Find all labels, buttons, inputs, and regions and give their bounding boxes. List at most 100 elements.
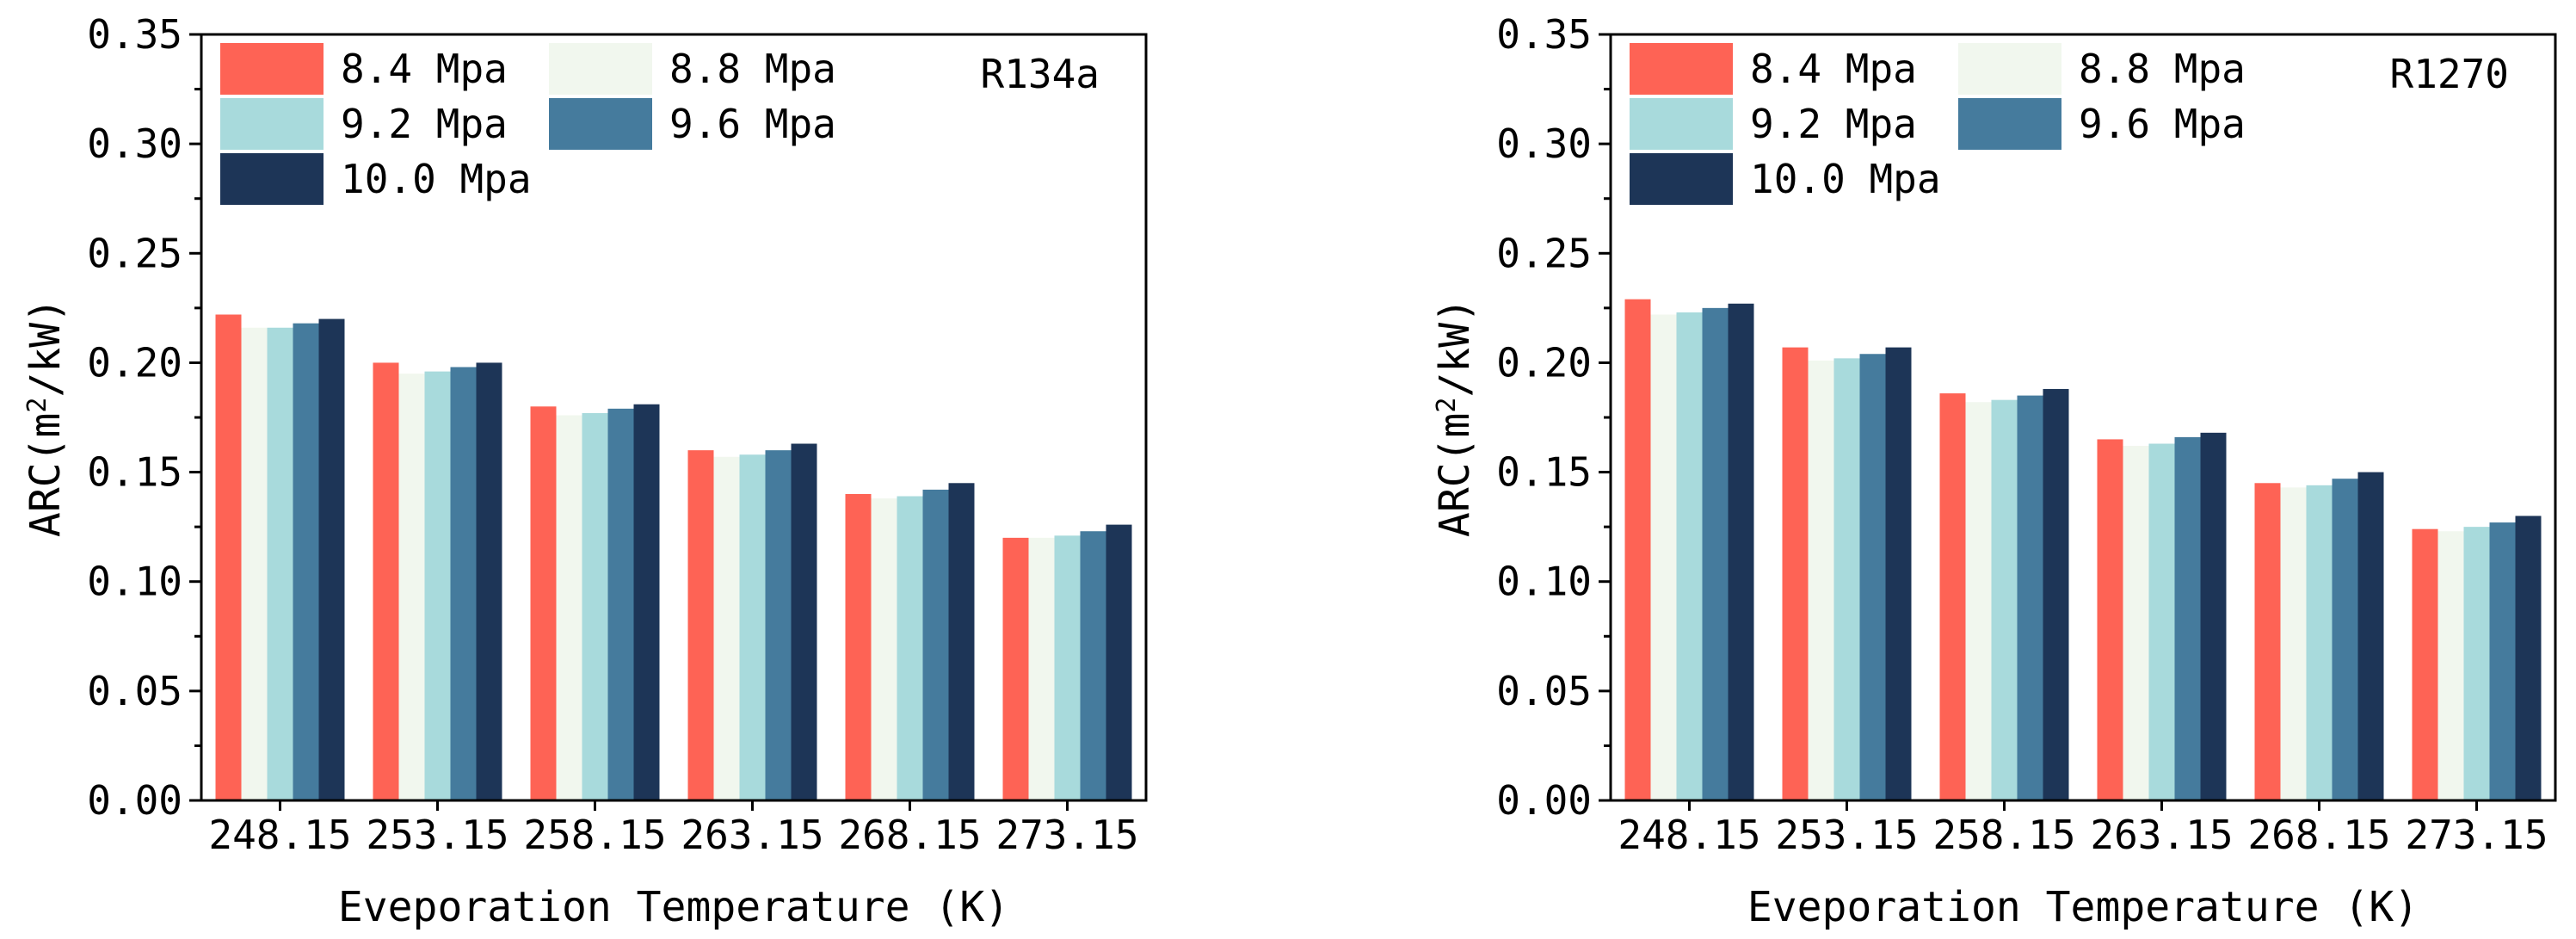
- legend-label: 8.8 Mpa: [2079, 46, 2246, 92]
- x-tick-label: 258.15: [523, 812, 666, 858]
- bar: [530, 406, 557, 800]
- legend-label: 8.4 Mpa: [1750, 46, 1917, 92]
- y-tick-label: 0.35: [87, 11, 182, 58]
- bar: [424, 371, 451, 800]
- bar: [2489, 522, 2516, 800]
- bar: [2174, 436, 2201, 800]
- bar: [1808, 360, 1834, 800]
- legend-item: 9.2 Mpa: [1630, 98, 1917, 150]
- x-axis-title: Eveporation Temperature (K): [1747, 883, 2419, 931]
- bar: [1991, 399, 2018, 800]
- bar: [476, 362, 502, 800]
- legend-label: 9.6 Mpa: [2079, 101, 2246, 147]
- y-tick-label: 0.30: [87, 120, 182, 167]
- legend-label: 9.6 Mpa: [669, 101, 836, 147]
- x-tick-label: 268.15: [2247, 812, 2390, 858]
- bar: [2306, 485, 2333, 800]
- legend-swatch: [1958, 43, 2061, 95]
- bar: [2280, 487, 2307, 800]
- y-tick-label: 0.10: [1496, 559, 1592, 605]
- y-axis-title-sup: 2: [22, 398, 52, 413]
- x-tick-label: 248.15: [208, 812, 351, 858]
- bar: [2200, 432, 2227, 800]
- bar: [1650, 314, 1677, 800]
- refrigerant-annotation: R1270: [2390, 51, 2509, 97]
- bar: [398, 374, 425, 800]
- y-axis-title-prefix: ARC(m: [1431, 413, 1479, 538]
- legend-label: 9.2 Mpa: [341, 101, 508, 147]
- y-tick-label: 0.25: [1496, 230, 1592, 276]
- bar: [267, 327, 293, 800]
- x-axis: 248.15 253.15 258.15 263.15 268.15 273.15: [1618, 800, 2548, 858]
- y-axis: 0.00 0.05 0.10 0.15 0.20 0.25 0.30 0.35: [1496, 11, 1611, 824]
- legend-label: 9.2 Mpa: [1750, 101, 1917, 147]
- bars: [1624, 299, 2542, 801]
- y-axis-title-suffix: /kW): [22, 298, 70, 398]
- bar: [1080, 531, 1106, 800]
- x-tick-label: 263.15: [2090, 812, 2233, 858]
- bar: [1624, 299, 1651, 801]
- legend: 8.4 Mpa 8.8 Mpa 9.2 Mpa 9.6 Mpa 10.0 Mpa: [1630, 43, 2246, 205]
- bar: [922, 489, 949, 800]
- bar: [1106, 524, 1132, 800]
- legend-item: 10.0 Mpa: [220, 153, 532, 205]
- legend-swatch: [220, 43, 324, 95]
- bar: [1728, 303, 1754, 800]
- x-tick-label: 258.15: [1932, 812, 2075, 858]
- x-axis: 248.15 253.15 258.15 263.15 268.15 273.15: [208, 800, 1139, 858]
- bar: [556, 415, 582, 800]
- bars: [215, 314, 1132, 801]
- bar: [1859, 354, 1886, 800]
- legend-item: 8.8 Mpa: [1958, 43, 2246, 95]
- bar: [948, 483, 975, 800]
- legend-label: 10.0 Mpa: [341, 156, 532, 202]
- bar: [871, 498, 897, 800]
- bar: [2412, 528, 2438, 800]
- bar: [1833, 358, 1860, 800]
- bar: [2097, 439, 2123, 800]
- bar: [2357, 472, 2384, 800]
- bar: [2043, 388, 2069, 800]
- y-tick-label: 0.20: [1496, 339, 1592, 386]
- bar: [1054, 535, 1081, 800]
- y-tick-label: 0.10: [87, 559, 182, 605]
- legend-label: 10.0 Mpa: [1750, 156, 1941, 202]
- bar: [2148, 443, 2175, 800]
- bar: [845, 494, 872, 800]
- bar: [1702, 307, 1729, 800]
- bar: [897, 496, 923, 800]
- legend-swatch: [1958, 98, 2061, 150]
- bar: [2254, 483, 2281, 800]
- legend-swatch: [1630, 153, 1733, 205]
- legend-item: 9.6 Mpa: [1958, 98, 2246, 150]
- legend-item: 8.4 Mpa: [220, 43, 508, 95]
- legend-swatch: [1630, 43, 1733, 95]
- x-tick-label: 268.15: [838, 812, 981, 858]
- y-tick-label: 0.05: [1496, 668, 1592, 714]
- legend-swatch: [1630, 98, 1733, 150]
- legend-swatch: [549, 43, 652, 95]
- x-tick-label: 263.15: [681, 812, 823, 858]
- bar: [713, 456, 740, 800]
- bar: [2515, 516, 2542, 800]
- x-tick-label: 253.15: [1775, 812, 1918, 858]
- legend-item: 9.2 Mpa: [220, 98, 508, 150]
- bar: [607, 408, 634, 800]
- y-tick-label: 0.15: [87, 449, 182, 496]
- y-tick-label: 0.35: [1496, 11, 1592, 58]
- bar: [2437, 531, 2464, 800]
- bar: [1782, 347, 1809, 801]
- y-tick-label: 0.15: [1496, 449, 1592, 496]
- legend-item: 10.0 Mpa: [1630, 153, 1941, 205]
- y-tick-label: 0.05: [87, 668, 182, 714]
- bar: [2463, 527, 2490, 800]
- y-tick-label: 0.00: [1496, 777, 1592, 824]
- bar: [293, 323, 319, 801]
- chart-panel-2: 0.00 0.05 0.10 0.15 0.20 0.25 0.30 0.35 248.15 25…: [1431, 11, 2557, 931]
- legend-item: 9.6 Mpa: [549, 98, 836, 150]
- y-axis-title: ARC(m2/kW): [1431, 298, 1479, 537]
- x-tick-label: 273.15: [995, 812, 1138, 858]
- y-axis-title-suffix: /kW): [1431, 298, 1479, 398]
- bar: [791, 443, 817, 800]
